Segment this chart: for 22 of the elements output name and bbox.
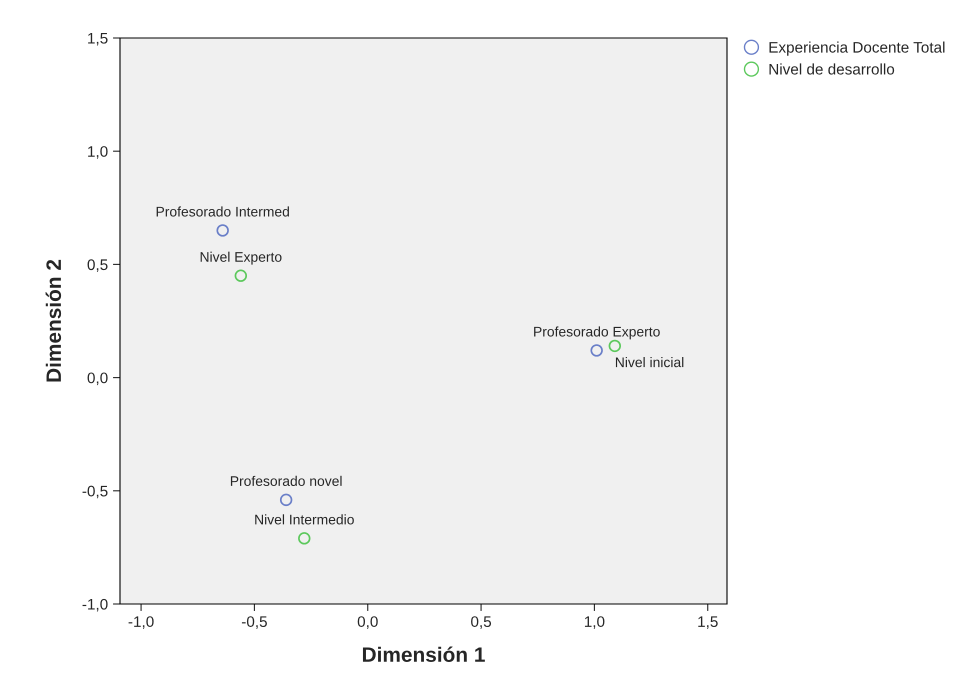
y-tick-label: -0,5	[82, 486, 108, 498]
x-tick-label: 0,0	[358, 616, 378, 629]
annotation: Nivel Experto	[200, 252, 282, 265]
x-tick-label: 0,5	[471, 616, 492, 629]
legend-label: Experiencia Docente Total	[770, 42, 944, 56]
y-tick-label: 1,0	[88, 146, 108, 159]
legend-label: Nivel de desarrollo	[770, 63, 894, 75]
x-axis-title: Dimensión 1	[362, 646, 485, 662]
annotation: Profesorado novel	[230, 476, 342, 486]
annotation: Profesorado Experto	[534, 326, 660, 340]
x-tick-label: -1,0	[128, 616, 154, 629]
x-tick-label: 1,0	[584, 616, 604, 629]
y-tick-label: 0,5	[88, 259, 108, 272]
annotation: Nivel inicial	[616, 357, 684, 368]
y-tick-label: 0,0	[88, 372, 108, 386]
annotation: Nivel Intermedio	[255, 514, 354, 524]
x-tick-label: -0,5	[242, 616, 267, 629]
y-tick-label: 1,5	[88, 33, 108, 46]
x-tick-label: 1,5	[698, 616, 718, 629]
annotation: Profesorado Intermed	[156, 206, 289, 217]
y-axis-title: Dimensión 2	[46, 260, 62, 382]
y-tick-label: -1,0	[82, 598, 108, 612]
